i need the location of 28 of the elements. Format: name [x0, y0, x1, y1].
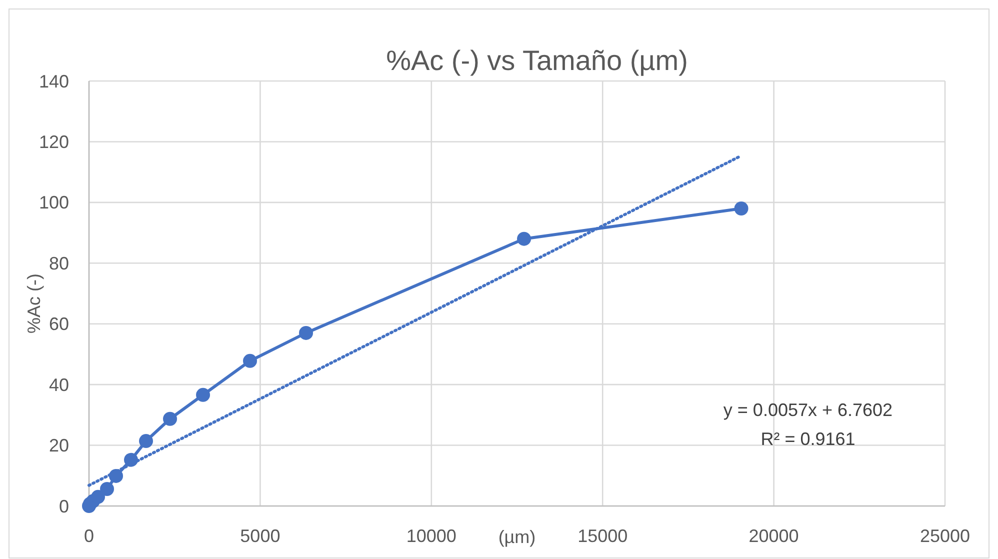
point: [139, 434, 154, 448]
point: [163, 412, 178, 426]
y-tick-label: 20: [48, 436, 69, 456]
annotation: R² = 0.9161: [760, 429, 856, 449]
y-tick-label: 0: [58, 496, 69, 516]
point: [242, 354, 257, 368]
point: [734, 202, 748, 216]
annotation: y = 0.0057x + 6.7602: [723, 400, 893, 420]
point: [299, 326, 314, 340]
y-axis-title: %Ac (-): [24, 274, 44, 334]
y-tick-label: 60: [48, 314, 69, 334]
x-axis-title: (µm): [498, 527, 536, 547]
chart-title: %Ac (-) vs Tamaño (µm): [386, 45, 688, 76]
y-tick-label: 140: [38, 71, 69, 92]
x-tick-label: 20000: [748, 526, 799, 546]
y-tick-label: 120: [38, 132, 69, 152]
x-tick-label: 25000: [920, 526, 970, 546]
y-tick-label: 40: [48, 374, 69, 395]
y-tick-label: 100: [38, 192, 69, 213]
point: [517, 232, 532, 246]
x-tick-label: 5000: [240, 526, 280, 546]
point: [100, 482, 114, 496]
x-tick-label: 0: [84, 526, 94, 546]
point: [196, 388, 210, 402]
x-tick-label: 10000: [406, 526, 456, 546]
x-tick-label: 15000: [578, 526, 628, 546]
point: [91, 490, 106, 504]
y-tick-label: 80: [48, 253, 69, 274]
